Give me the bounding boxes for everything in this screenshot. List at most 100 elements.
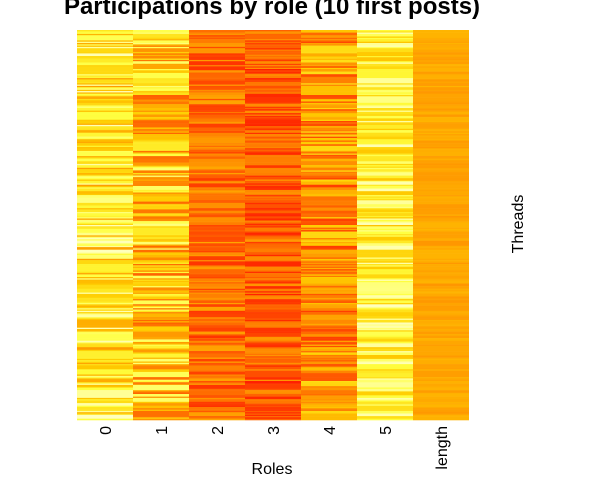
heatmap-cell (189, 31, 245, 33)
heatmap-cell (301, 232, 357, 235)
heatmap-cell (413, 312, 469, 314)
heatmap-cell (77, 165, 133, 167)
heatmap-cell (357, 278, 413, 280)
heatmap-cell (189, 358, 245, 361)
heatmap-cell (77, 345, 133, 348)
heatmap-cell (413, 410, 469, 413)
heatmap-cell (413, 67, 469, 70)
heatmap-cell (189, 271, 245, 274)
heatmap-cell (301, 192, 357, 195)
heatmap-cell (357, 287, 413, 289)
heatmap-cell (245, 331, 301, 334)
heatmap-cell (245, 399, 301, 401)
heatmap-cell (133, 278, 189, 280)
heatmap-cell (301, 40, 357, 42)
heatmap-cell (77, 325, 133, 327)
heatmap-cell (189, 382, 245, 384)
heatmap-cell (357, 219, 413, 222)
heatmap-cell (357, 353, 413, 356)
heatmap-cell (301, 54, 357, 57)
heatmap-cell (245, 334, 301, 336)
heatmap-cell (189, 355, 245, 357)
heatmap-cell (357, 91, 413, 93)
heatmap-cell (133, 284, 189, 287)
heatmap-cell (301, 334, 357, 336)
heatmap-cell (301, 219, 357, 222)
heatmap-cell (77, 269, 133, 271)
heatmap-cell (301, 59, 357, 62)
heatmap-cell (245, 178, 301, 180)
heatmap-cell (413, 147, 469, 149)
heatmap-cell (189, 232, 245, 235)
heatmap-cell (245, 251, 301, 253)
heatmap-cell (413, 71, 469, 74)
heatmap-cell (413, 314, 469, 317)
heatmap-cell (301, 412, 357, 414)
heatmap-cell (133, 227, 189, 230)
heatmap-cell (245, 319, 301, 322)
heatmap-cell (301, 347, 357, 349)
heatmap-cell (133, 145, 189, 148)
heatmap-cell (357, 386, 413, 388)
heatmap-cell (245, 266, 301, 269)
heatmap-cell (301, 156, 357, 158)
heatmap-cell (133, 371, 189, 374)
heatmap-cell (245, 403, 301, 405)
heatmap-cell (189, 362, 245, 365)
heatmap-cell (245, 78, 301, 80)
heatmap-cell (133, 374, 189, 377)
heatmap-cell (413, 316, 469, 318)
heatmap-cell (189, 191, 245, 193)
heatmap-cell (245, 50, 301, 53)
heatmap-cell (77, 222, 133, 224)
heatmap-cell (357, 204, 413, 206)
heatmap-cell (189, 154, 245, 157)
heatmap-cell (357, 226, 413, 228)
heatmap-cell (413, 48, 469, 50)
heatmap-cell (189, 357, 245, 360)
heatmap-cell (133, 65, 189, 67)
heatmap-cell (77, 215, 133, 218)
heatmap-cell (133, 325, 189, 327)
heatmap-cell (413, 30, 469, 32)
heatmap-cell (133, 204, 189, 206)
heatmap-cell (133, 71, 189, 74)
heatmap-cell (133, 63, 189, 66)
heatmap-cell (301, 368, 357, 370)
heatmap-cell (301, 214, 357, 217)
heatmap-cell (133, 249, 189, 252)
heatmap-cell (413, 132, 469, 135)
heatmap-cell (189, 100, 245, 102)
heatmap-cell (301, 66, 357, 68)
column-tick-label: 2 (210, 426, 227, 435)
heatmap-cell (245, 414, 301, 417)
heatmap-cell (301, 152, 357, 154)
heatmap-cell (133, 139, 189, 141)
heatmap-cell (301, 217, 357, 219)
heatmap-cell (133, 379, 189, 382)
heatmap-cell (413, 161, 469, 163)
heatmap-cell (413, 119, 469, 122)
heatmap-cell (245, 262, 301, 265)
heatmap-cell (245, 79, 301, 81)
heatmap-cell (301, 238, 357, 240)
heatmap-cell (245, 244, 301, 247)
heatmap-cell (301, 199, 357, 201)
heatmap-cell (133, 212, 189, 214)
heatmap-cell (245, 175, 301, 178)
heatmap-cell (77, 312, 133, 314)
heatmap-cell (245, 291, 301, 293)
heatmap-cell (301, 69, 357, 71)
heatmap-cell (245, 219, 301, 222)
heatmap-cell (189, 343, 245, 345)
heatmap-cell (189, 322, 245, 325)
heatmap-cell (301, 35, 357, 37)
heatmap-cell (301, 91, 357, 93)
heatmap-cell (301, 369, 357, 371)
heatmap-cell (357, 283, 413, 286)
heatmap-cell (133, 342, 189, 344)
heatmap-cell (77, 403, 133, 405)
heatmap-cell (77, 313, 133, 315)
heatmap-cell (77, 290, 133, 292)
heatmap-cell (189, 303, 245, 305)
